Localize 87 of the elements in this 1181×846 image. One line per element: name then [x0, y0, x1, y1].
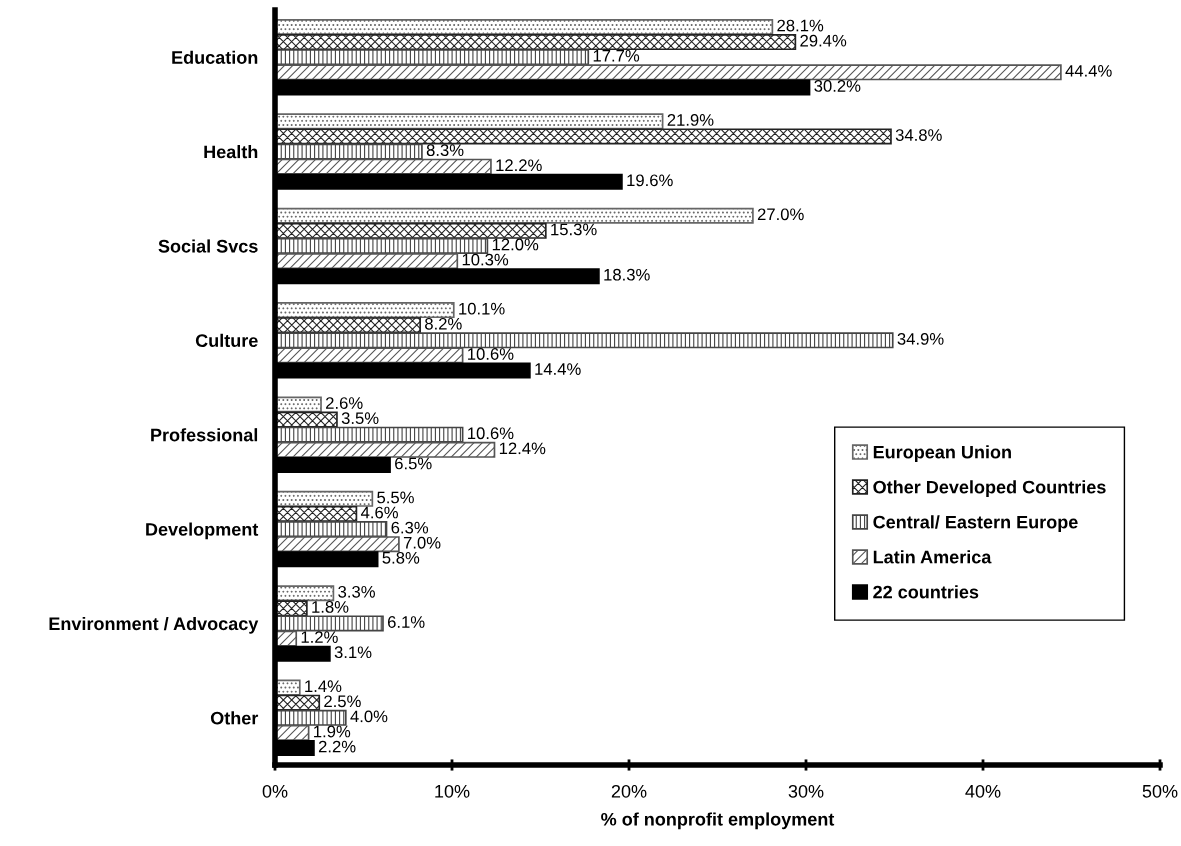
data-label: 19.6%: [627, 174, 673, 187]
data-label: 27.0%: [757, 208, 804, 221]
x-axis-title: % of nonprofit employment: [601, 812, 835, 830]
data-label: 12.2%: [496, 159, 542, 172]
data-label: 3.1%: [334, 646, 372, 659]
data-label: 2.2%: [318, 740, 356, 753]
data-label: 1.2%: [301, 631, 338, 643]
data-label: 4.0%: [350, 710, 388, 723]
data-label: 29.4%: [800, 34, 847, 47]
bar: [275, 253, 459, 270]
y-tick-label: Other: [210, 711, 259, 725]
bar: [275, 490, 374, 507]
data-label: 28.1%: [777, 19, 824, 32]
legend-label: Latin America: [873, 550, 992, 564]
data-label: 7.0%: [403, 536, 441, 549]
y-tick-label: Development: [146, 522, 259, 540]
data-label: 8.3%: [426, 144, 464, 157]
y-tick-label: Health: [204, 145, 258, 159]
x-tick-label: 10%: [435, 784, 470, 798]
data-label: 12.4%: [499, 442, 546, 455]
legend-label: Other Developed Countries: [873, 480, 1106, 498]
data-label: 34.8%: [895, 129, 942, 141]
x-tick-label: 0%: [262, 784, 288, 798]
bar: [275, 222, 547, 239]
bar: [275, 536, 400, 553]
data-label: 30.2%: [814, 80, 861, 92]
bar: [275, 113, 664, 130]
bar: [275, 505, 358, 522]
bar: [275, 158, 492, 175]
bar: [275, 143, 423, 160]
data-label: 1.4%: [305, 680, 342, 693]
y-tick-label: Education: [172, 50, 258, 64]
x-tick-label: 30%: [788, 784, 824, 798]
data-label: 10.6%: [468, 348, 514, 360]
y-tick-label: Culture: [195, 333, 258, 348]
data-label: 12.0%: [492, 238, 539, 251]
bar: [275, 615, 384, 632]
data-label: 5.5%: [377, 491, 414, 504]
bar: [275, 347, 464, 364]
bar: [275, 49, 590, 66]
y-tick-label: Social Svcs: [158, 239, 258, 253]
bar: [275, 64, 1062, 81]
legend-label: European Union: [873, 445, 1011, 463]
legend-label: 22 countries: [873, 585, 979, 599]
data-label: 21.9%: [667, 114, 714, 126]
data-label: 44.4%: [1065, 65, 1112, 77]
data-label: 10.1%: [459, 302, 505, 315]
data-label: 6.3%: [391, 521, 429, 534]
bar: [275, 34, 797, 51]
y-tick-label: Professional: [151, 428, 258, 442]
bar: [275, 128, 892, 145]
data-label: 14.4%: [535, 363, 581, 375]
data-label: 2.6%: [326, 397, 363, 409]
bar: [275, 411, 338, 428]
data-label: 4.6%: [360, 506, 398, 519]
x-tick-label: 20%: [611, 784, 647, 798]
data-label: 1.8%: [312, 601, 349, 613]
bar: [275, 585, 335, 602]
data-label: 10.6%: [468, 427, 514, 440]
data-label: 34.9%: [897, 332, 944, 345]
data-label: 5.8%: [382, 551, 420, 564]
y-tick-label: Environment / Advocacy: [49, 616, 259, 634]
data-label: 2.5%: [324, 695, 361, 708]
bar: [275, 521, 388, 538]
data-label: 6.1%: [387, 616, 425, 628]
bar: [275, 317, 421, 334]
bar: [275, 18, 774, 35]
data-label: 3.3%: [338, 585, 375, 598]
bar: [275, 426, 464, 443]
data-label: 3.5%: [341, 412, 379, 425]
data-label: 17.7%: [593, 49, 640, 62]
data-label: 6.5%: [395, 457, 432, 470]
bar: [275, 441, 496, 458]
bar: [275, 237, 489, 254]
data-label: 15.3%: [551, 223, 597, 236]
data-label: 10.3%: [462, 253, 509, 266]
bar: [275, 302, 455, 319]
bar: [275, 207, 754, 224]
legend-label: Central/ Eastern Europe: [873, 515, 1078, 533]
x-tick-label: 50%: [1142, 784, 1178, 798]
bar: [275, 396, 322, 413]
data-label: 8.2%: [425, 317, 462, 330]
x-tick-label: 40%: [965, 784, 1001, 798]
data-label: 18.3%: [604, 268, 650, 281]
bar: [275, 332, 894, 349]
bar: [275, 709, 347, 726]
data-label: 1.9%: [314, 725, 351, 738]
